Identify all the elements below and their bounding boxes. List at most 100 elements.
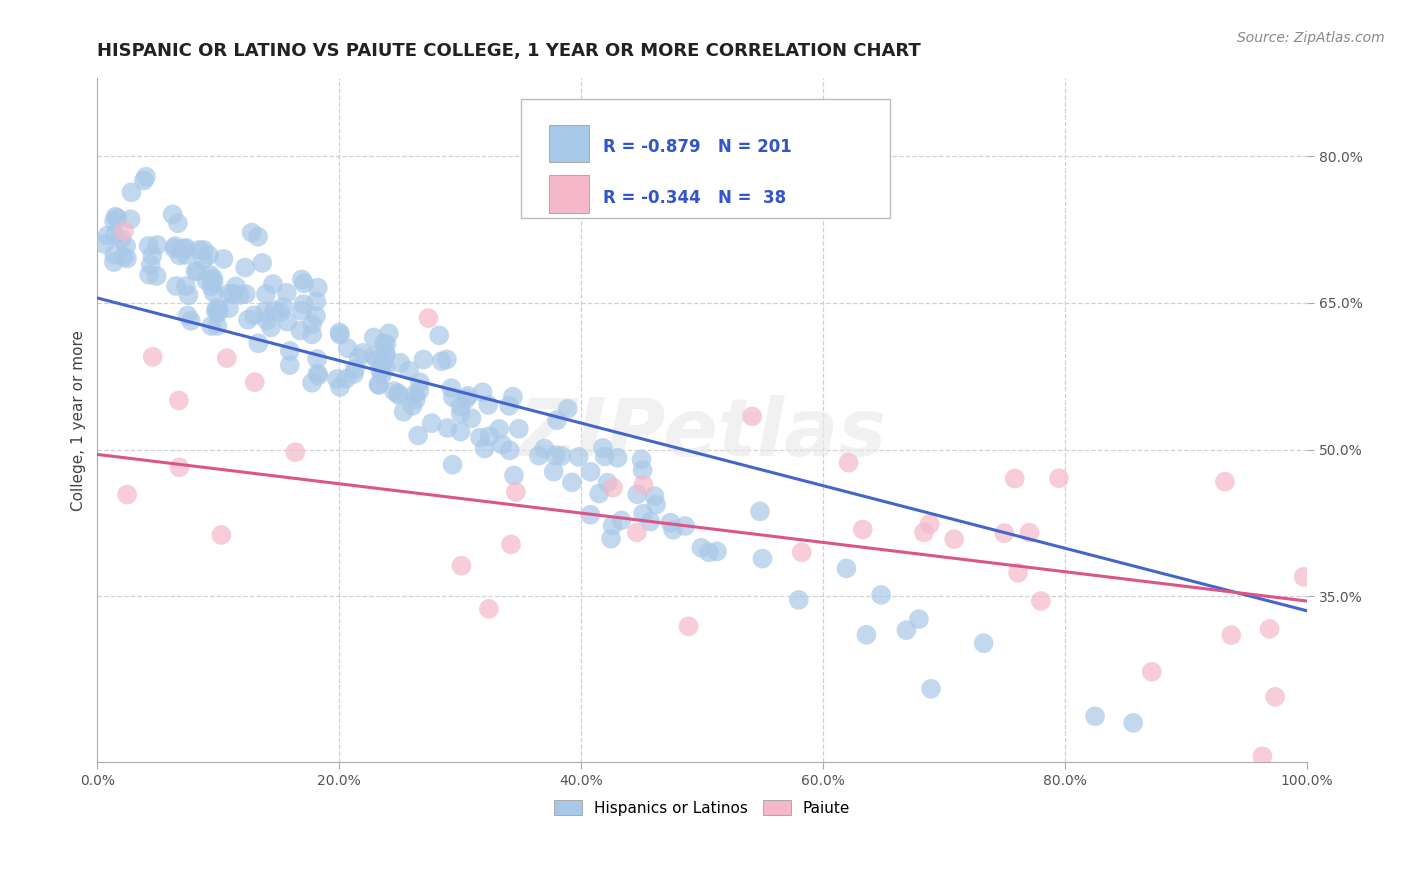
Point [499,443,522,458]
Point [375,337,398,351]
Point [450,400,472,414]
Point [262,277,284,291]
Point [477,398,499,412]
Point [180,314,202,328]
Point [436,421,458,435]
Point [284,445,307,459]
Point [1251,749,1274,764]
Point [378,326,401,341]
Point [207,306,229,320]
Point [212,252,235,266]
Point [588,486,610,500]
Point [169,248,191,262]
Point [96,228,118,243]
Point [176,309,198,323]
Point [1292,570,1315,584]
Point [626,525,648,540]
Point [167,393,190,408]
Point [662,523,685,537]
Point [195,273,218,287]
Point [678,619,700,633]
Point [908,612,931,626]
Point [631,507,654,521]
Point [165,239,187,253]
Point [335,372,357,386]
Point [405,392,427,407]
Point [596,475,619,490]
Point [550,449,572,463]
Point [943,532,966,546]
Point [343,367,366,381]
Point [263,303,285,318]
Point [1084,709,1107,723]
Point [387,386,409,401]
Point [920,681,942,696]
Point [110,232,132,246]
Point [450,558,472,573]
Point [202,271,225,285]
Point [508,422,530,436]
Point [254,287,277,301]
Point [225,279,247,293]
Point [218,286,240,301]
Point [579,465,602,479]
Point [352,346,374,360]
Point [301,318,323,332]
FancyBboxPatch shape [548,125,589,162]
Point [347,351,370,365]
Point [103,255,125,269]
Point [104,210,127,224]
Point [103,228,125,243]
Point [973,636,995,650]
Point [1258,622,1281,636]
Point [478,602,501,616]
Point [198,268,221,282]
Point [188,243,211,257]
Y-axis label: College, 1 year or more: College, 1 year or more [72,330,86,511]
Point [568,450,591,464]
Point [173,242,195,256]
Point [374,360,396,375]
Point [177,288,200,302]
Point [326,372,349,386]
Point [307,368,329,383]
Point [790,545,813,559]
Point [838,456,860,470]
Point [301,327,323,342]
Point [546,413,568,427]
Point [388,388,411,402]
Point [343,362,366,376]
Point [243,309,266,323]
Point [368,363,391,377]
Point [276,285,298,300]
Point [138,268,160,282]
Point [450,425,472,439]
Point [659,516,682,530]
Point [260,320,283,334]
Point [374,346,396,360]
Point [488,422,510,436]
Point [174,248,197,262]
Point [1140,665,1163,679]
Point [367,377,389,392]
Point [290,324,312,338]
Point [912,525,935,540]
Point [870,588,893,602]
Point [543,465,565,479]
Point [291,272,314,286]
Point [1047,471,1070,485]
Point [441,390,464,404]
Point [146,238,169,252]
Point [247,336,270,351]
Point [132,173,155,187]
Point [633,477,655,491]
Point [412,352,434,367]
Point [103,214,125,228]
Point [209,528,232,542]
Point [787,593,810,607]
Point [706,544,728,558]
Point [644,489,666,503]
Point [207,318,229,333]
Point [579,508,602,522]
Point [202,285,225,300]
